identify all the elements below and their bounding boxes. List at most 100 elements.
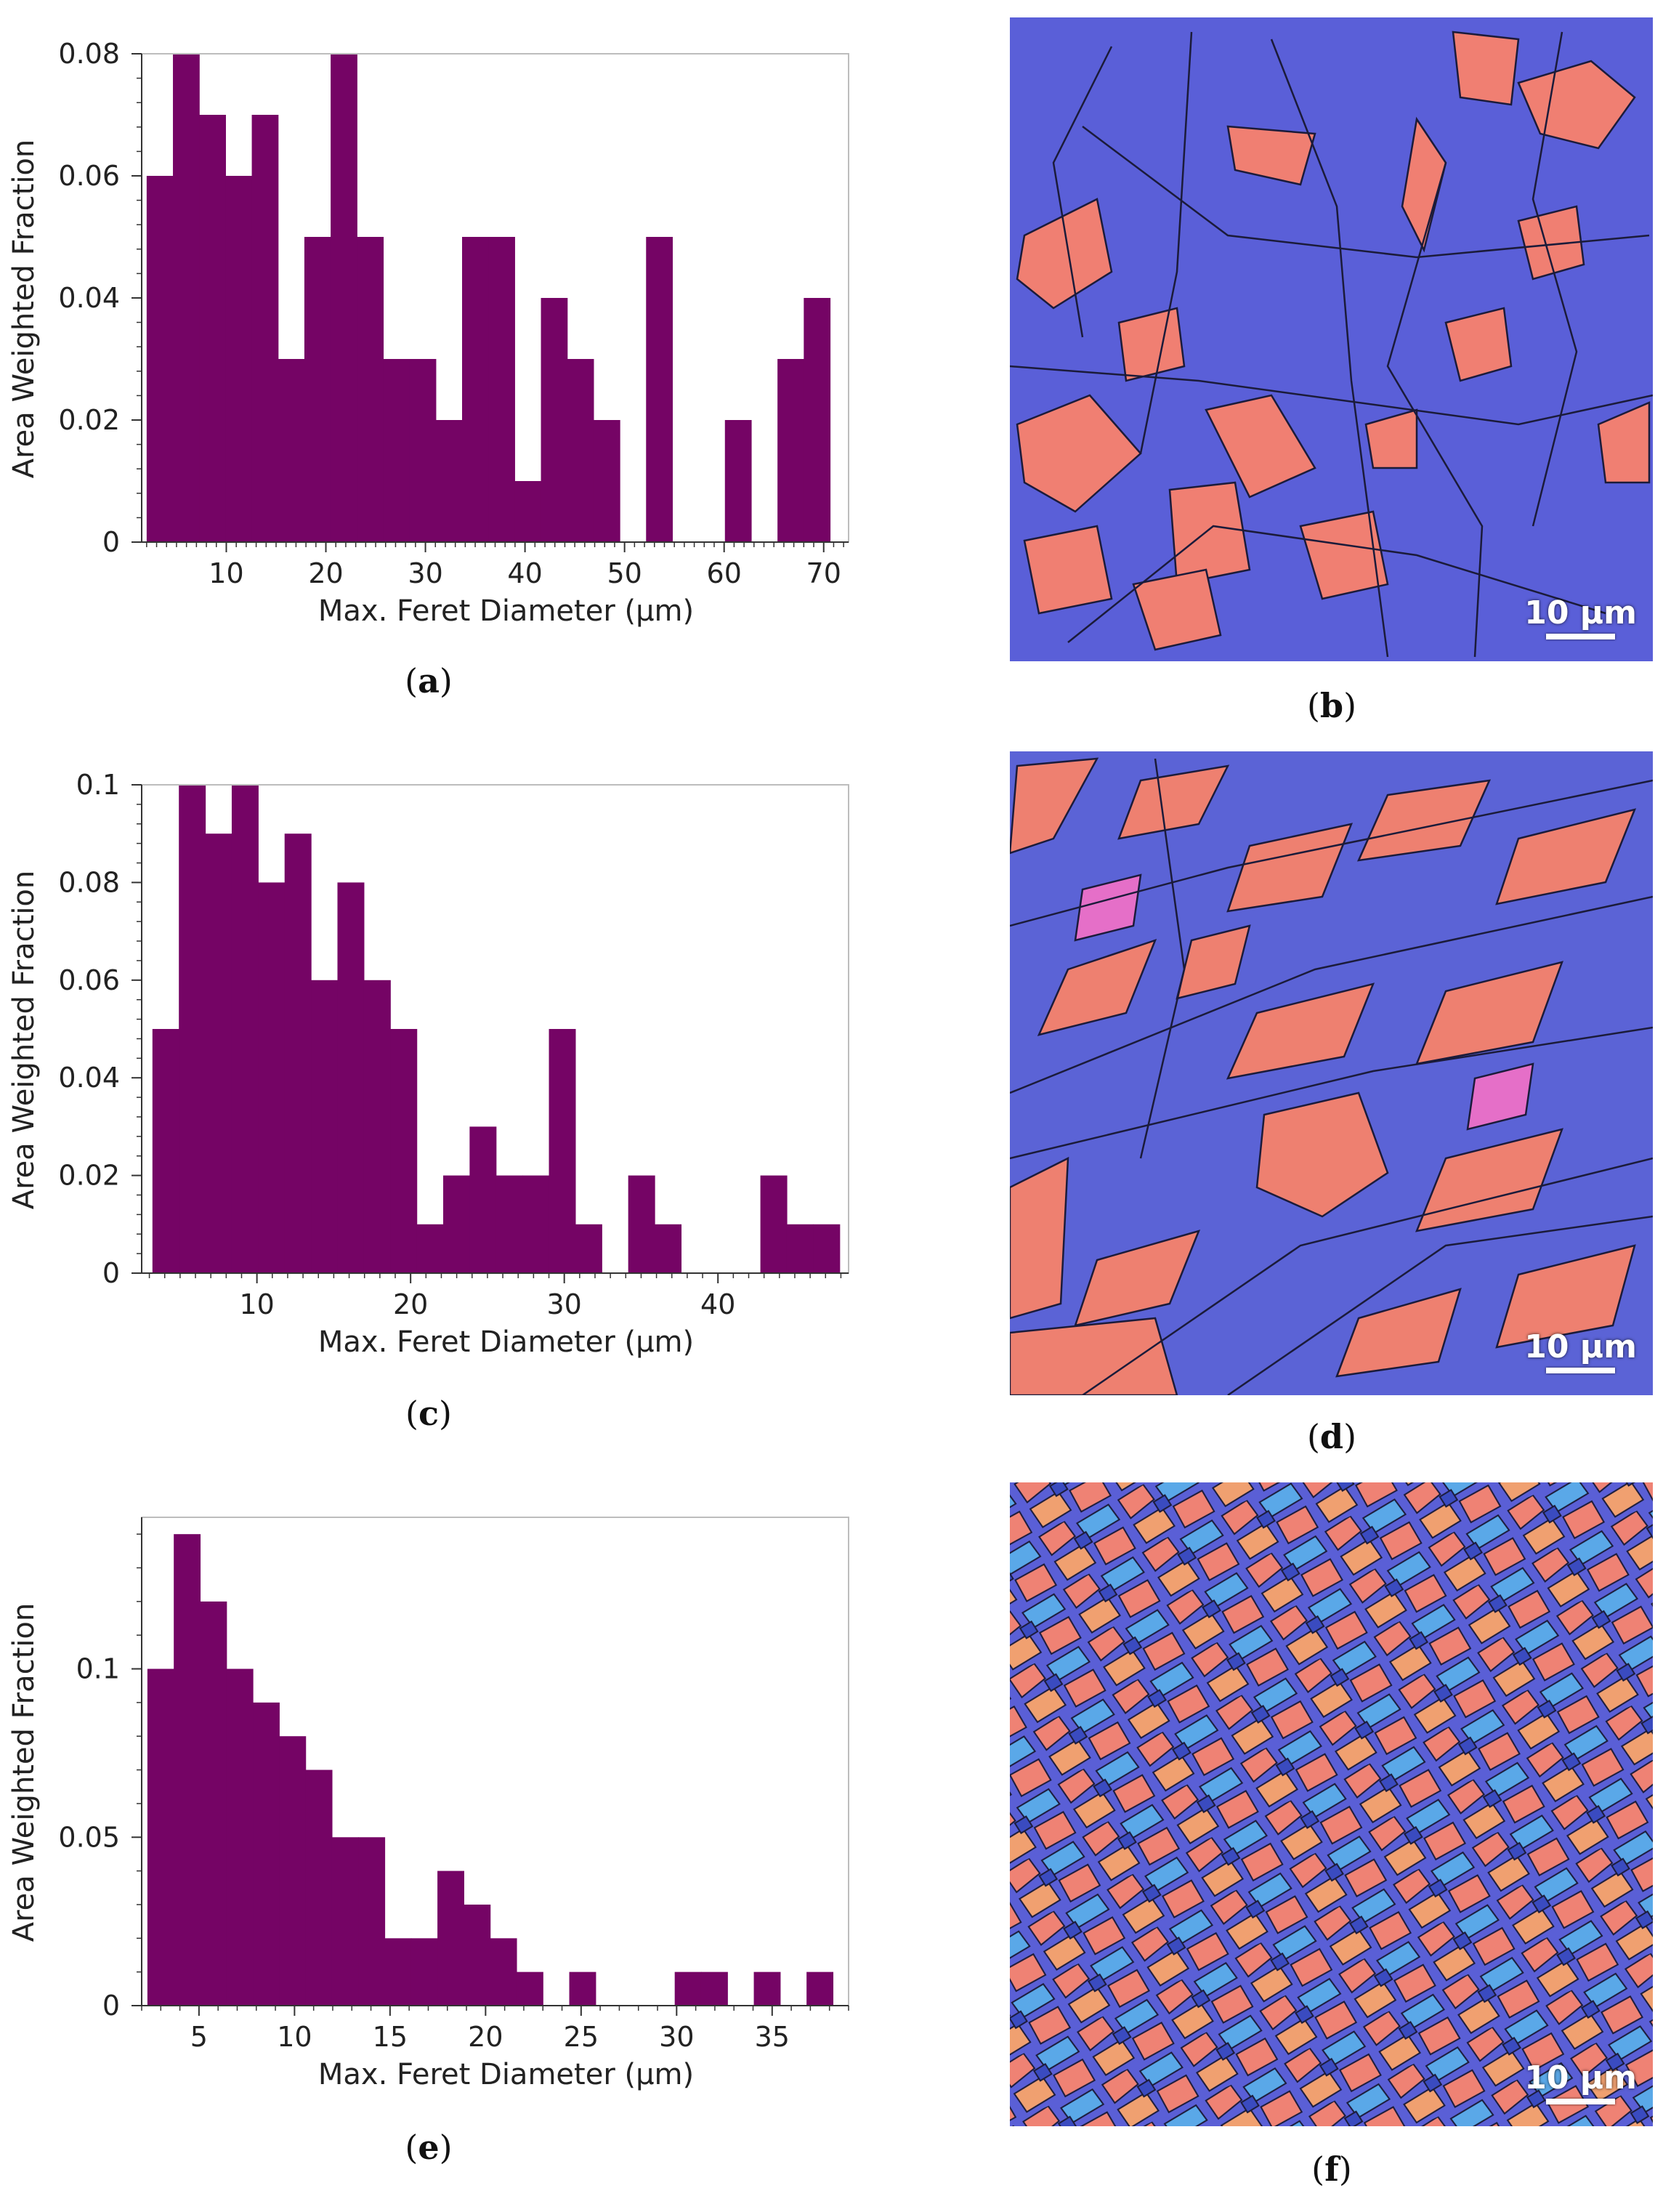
bar-e-16 [569,1971,596,2006]
x-tick-label-e-0: 5 [190,2021,208,2053]
bar-a-5 [278,359,305,542]
y-tick-label-c-2: 0.04 [58,1062,120,1094]
bar-c-19 [655,1224,682,1273]
x-tick-label-a-2: 30 [408,557,442,589]
bar-e-11 [437,1870,464,2006]
micrograph-f: 10 μm [1010,1482,1653,2126]
scale-bar-b-line [1546,634,1616,639]
bar-a-13 [488,237,515,542]
bar-a-17 [593,420,620,542]
caption-d-letter: d [1319,1417,1344,1456]
caption-c: (c) [405,1394,452,1433]
y-tick-label-a-0: 0 [102,526,120,558]
bar-e-10 [410,1938,438,2006]
x-tick-label-e-1: 10 [277,2021,312,2053]
bar-a-19 [646,237,673,542]
caption-d: (d) [1306,1417,1357,1456]
bar-a-22 [724,420,752,542]
bar-e-5 [279,1736,307,2006]
bar-a-0 [146,176,174,542]
bar-a-3 [225,176,253,542]
ebsd-map-f [1010,1482,1653,2126]
y-tick-label-e-2: 0.1 [76,1653,120,1685]
bar-c-18 [628,1175,655,1273]
bar-a-8 [357,237,384,542]
bar-e-14 [516,1971,543,2006]
bar-e-21 [700,1971,728,2006]
scale-bar-f-line [1546,2099,1616,2104]
bar-e-2 [200,1601,227,2006]
bar-e-9 [384,1938,412,2006]
bar-e-8 [358,1837,386,2006]
histogram-a-svg: 10 20 30 40 50 60 70 0 0.02 0.04 0.06 0.08 Max. Fere… [7,38,849,628]
scale-bar-b-label: 10 μm [1524,594,1637,631]
bar-c-2 [205,833,232,1273]
x-tick-label-c-2: 30 [547,1288,582,1320]
bar-c-1 [179,785,206,1273]
bar-a-11 [435,420,463,542]
caption-b: (b) [1306,686,1357,725]
caption-e-letter: e [418,2128,440,2167]
x-tick-label-a-5: 60 [707,557,742,589]
bar-a-25 [804,298,831,542]
caption-e: (e) [405,2128,453,2167]
x-axis-label-c: Max. Feret Diameter (μm) [318,1325,694,1359]
bar-c-4 [258,882,286,1273]
bar-a-6 [304,237,331,542]
micrograph-d: 10 μm [1010,751,1653,1395]
x-tick-label-a-1: 20 [308,557,343,589]
scale-bar-d: 10 μm [1524,1331,1637,1373]
bar-c-10 [416,1224,444,1273]
x-tick-label-e-5: 30 [659,2021,694,2053]
bar-a-1 [173,54,200,542]
bar-c-13 [495,1175,523,1273]
y-tick-label-c-3: 0.06 [58,964,120,996]
bar-c-23 [760,1175,788,1273]
x-axis-label-e: Max. Feret Diameter (μm) [318,2058,694,2091]
micrograph-b: 10 μm [1010,17,1653,661]
bar-c-24 [786,1224,814,1273]
y-tick-label-c-5: 0.1 [76,769,120,801]
y-axis-label-c: Area Weighted Fraction [7,871,41,1210]
x-tick-label-a-0: 10 [209,557,243,589]
scale-bar-d-line [1546,1368,1616,1373]
y-tick-label-a-1: 0.02 [58,404,120,436]
y-axis-label-e: Area Weighted Fraction [7,1603,41,1942]
caption-b-letter: b [1319,686,1344,725]
bar-a-14 [514,481,542,542]
bar-e-23 [753,1971,781,2006]
bar-e-6 [305,1769,333,2006]
bar-e-20 [674,1971,702,2006]
bar-e-0 [147,1668,174,2006]
bar-a-15 [541,298,568,542]
scale-bar-b: 10 μm [1524,597,1637,639]
bar-a-16 [567,359,594,542]
y-tick-label-c-1: 0.02 [58,1160,120,1192]
x-tick-label-e-2: 15 [373,2021,408,2053]
histogram-c-svg: 10 20 30 40 0 0.02 0.04 0.06 0.08 0.1 Max. Feret D… [7,769,849,1359]
bar-c-6 [311,980,339,1273]
ebsd-map-b [1010,17,1653,661]
bar-a-24 [777,359,804,542]
x-tick-label-c-0: 10 [239,1288,274,1320]
bar-a-2 [199,115,226,542]
bar-a-12 [462,237,489,542]
caption-f-letter: f [1324,2150,1339,2189]
scale-bar-f: 10 μm [1524,2062,1637,2104]
histogram-e-svg: 5 10 15 20 25 30 35 0 0.05 0.1 Max. Feret Diameter… [7,1517,849,2091]
histogram-e: 5 10 15 20 25 30 35 0 0.05 0.1 Max. Feret Diameter… [0,1478,872,2147]
x-tick-label-e-3: 20 [468,2021,503,2053]
bar-c-0 [152,1029,179,1273]
y-tick-label-e-1: 0.05 [58,1821,120,1853]
y-tick-label-a-2: 0.04 [58,282,120,314]
caption-f: (f) [1311,2150,1352,2189]
x-tick-label-c-3: 40 [700,1288,735,1320]
bar-a-7 [331,54,357,542]
bar-c-3 [231,785,259,1273]
bar-c-11 [443,1175,470,1273]
bar-e-1 [174,1534,201,2006]
bar-e-12 [464,1904,491,2006]
bar-e-3 [226,1668,254,2006]
bar-c-12 [469,1126,497,1273]
y-tick-label-a-3: 0.06 [58,160,120,192]
